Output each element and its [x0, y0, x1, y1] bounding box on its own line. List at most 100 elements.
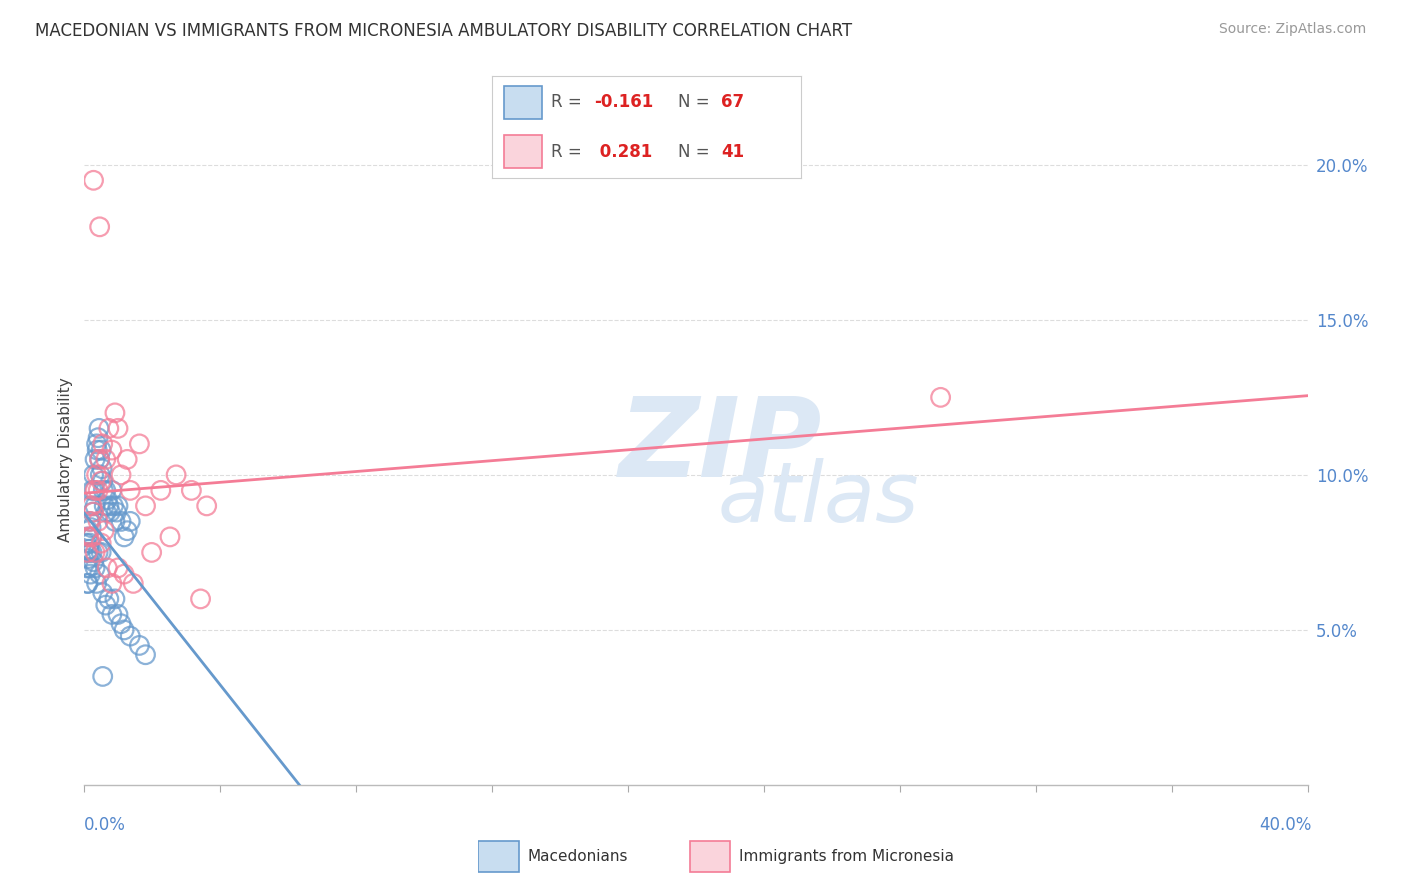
- Point: [107, 499, 129, 513]
- Point: [115, 524, 138, 538]
- Point: [149, 483, 172, 498]
- Text: Immigrants from Micronesia: Immigrants from Micronesia: [740, 849, 955, 863]
- Point: [94, 598, 117, 612]
- Point: [91, 669, 114, 683]
- Point: [90, 536, 112, 550]
- Point: [97, 421, 120, 435]
- Y-axis label: Ambulatory Disability: Ambulatory Disability: [58, 377, 73, 541]
- Point: [120, 629, 142, 643]
- Point: [84, 483, 107, 498]
- Point: [165, 467, 187, 482]
- Point: [84, 499, 107, 513]
- Point: [94, 483, 117, 498]
- Text: R =: R =: [551, 94, 586, 112]
- Point: [91, 474, 114, 488]
- Point: [75, 536, 97, 550]
- Point: [77, 542, 100, 557]
- Point: [83, 505, 105, 519]
- Point: [80, 520, 103, 534]
- Point: [96, 505, 118, 519]
- Point: [83, 483, 105, 498]
- Point: [97, 499, 120, 513]
- Point: [79, 536, 101, 550]
- Point: [101, 607, 124, 622]
- Point: [91, 585, 114, 599]
- Point: [87, 515, 110, 529]
- Point: [84, 452, 107, 467]
- Text: N =: N =: [678, 143, 714, 161]
- Point: [98, 505, 121, 519]
- Point: [77, 530, 100, 544]
- Point: [103, 499, 125, 513]
- Point: [929, 390, 952, 404]
- Point: [107, 421, 129, 435]
- Point: [190, 591, 212, 606]
- Point: [84, 545, 107, 559]
- Text: ZIP: ZIP: [619, 392, 823, 500]
- Point: [79, 515, 101, 529]
- Text: -0.161: -0.161: [595, 94, 654, 112]
- Point: [110, 467, 132, 482]
- Point: [79, 567, 101, 582]
- Point: [107, 607, 129, 622]
- Point: [89, 452, 111, 467]
- Point: [89, 567, 111, 582]
- Point: [110, 616, 132, 631]
- Point: [101, 443, 124, 458]
- Point: [76, 545, 98, 559]
- Point: [112, 530, 135, 544]
- Text: 67: 67: [721, 94, 744, 112]
- Point: [77, 551, 100, 566]
- Point: [86, 443, 108, 458]
- Point: [90, 443, 112, 458]
- Point: [91, 483, 114, 498]
- Point: [77, 576, 100, 591]
- Point: [159, 530, 181, 544]
- Text: R =: R =: [551, 143, 586, 161]
- Point: [135, 648, 157, 662]
- Point: [79, 545, 101, 559]
- Text: Macedonians: Macedonians: [527, 849, 628, 863]
- Point: [101, 483, 124, 498]
- Point: [180, 483, 202, 498]
- Point: [80, 545, 103, 559]
- Point: [82, 505, 104, 519]
- Point: [84, 561, 107, 575]
- Point: [76, 545, 98, 559]
- Text: 0.281: 0.281: [595, 143, 652, 161]
- Point: [89, 452, 111, 467]
- Point: [93, 524, 115, 538]
- Point: [110, 515, 132, 529]
- Point: [141, 545, 163, 559]
- Point: [77, 524, 100, 538]
- Point: [96, 561, 118, 575]
- Point: [79, 515, 101, 529]
- Point: [89, 219, 111, 234]
- Point: [76, 561, 98, 575]
- Text: N =: N =: [678, 94, 714, 112]
- Point: [80, 499, 103, 513]
- FancyBboxPatch shape: [478, 840, 519, 872]
- Point: [86, 437, 108, 451]
- Point: [76, 576, 98, 591]
- Point: [80, 530, 103, 544]
- Text: 41: 41: [721, 143, 744, 161]
- Point: [91, 437, 114, 451]
- Text: Source: ZipAtlas.com: Source: ZipAtlas.com: [1219, 22, 1367, 37]
- Point: [104, 591, 127, 606]
- Point: [94, 452, 117, 467]
- Point: [128, 437, 150, 451]
- Point: [90, 545, 112, 559]
- Point: [120, 515, 142, 529]
- Point: [128, 639, 150, 653]
- Point: [76, 530, 98, 544]
- FancyBboxPatch shape: [505, 87, 541, 119]
- Point: [105, 505, 128, 519]
- Point: [104, 406, 127, 420]
- Point: [91, 461, 114, 475]
- FancyBboxPatch shape: [505, 136, 541, 168]
- Point: [101, 576, 124, 591]
- Point: [112, 567, 135, 582]
- Point: [135, 499, 157, 513]
- Text: atlas: atlas: [717, 458, 920, 539]
